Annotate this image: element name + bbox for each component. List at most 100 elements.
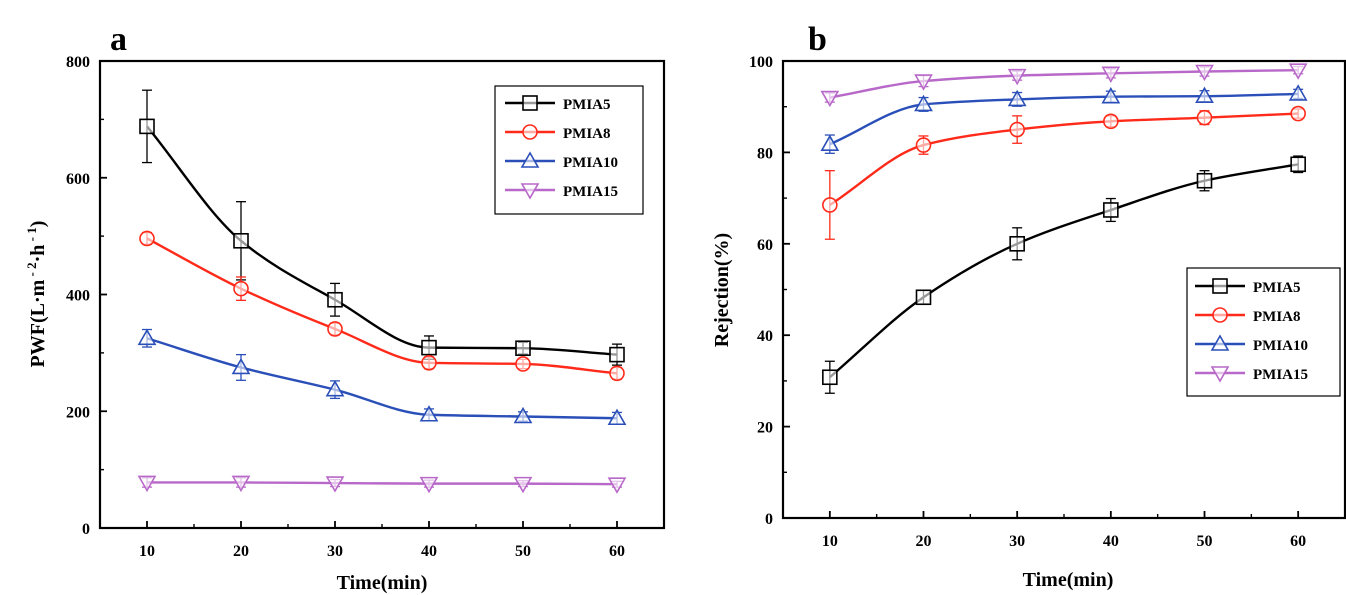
- legend-label: PMIA5: [563, 97, 611, 113]
- y-tick-label: 40: [757, 328, 773, 345]
- legend-marker: [522, 124, 538, 140]
- data-point: [231, 475, 251, 493]
- series-line: [146, 237, 618, 375]
- panel-a-letter: a: [110, 21, 127, 58]
- series-line: [829, 112, 1299, 206]
- y-tick-label: 600: [66, 171, 90, 188]
- data-point: [325, 380, 345, 397]
- data-point: [1009, 236, 1025, 252]
- x-tick-label: 20: [233, 543, 249, 560]
- x-tick-label: 30: [327, 543, 343, 560]
- data-point: [421, 354, 437, 371]
- data-point: [513, 406, 533, 424]
- data-point: [1101, 87, 1121, 104]
- series-pmia5: [139, 89, 625, 366]
- data-point: [607, 477, 627, 494]
- data-point: [1007, 68, 1027, 86]
- legend-label: PMIA8: [1253, 309, 1301, 325]
- y-tick-label: 800: [66, 54, 90, 71]
- data-point: [419, 476, 439, 494]
- series-pmia5: [822, 155, 1306, 394]
- data-point: [1195, 86, 1214, 103]
- y-tick-label: 200: [66, 404, 90, 421]
- data-point: [139, 230, 155, 247]
- legend-marker: [1210, 366, 1230, 383]
- panel-b-x-axis-title: Time(min): [1023, 569, 1114, 591]
- x-tick-label: 10: [139, 543, 155, 560]
- data-point: [325, 476, 345, 493]
- legend-label: PMIA15: [1253, 367, 1308, 383]
- series-pmia10: [820, 84, 1308, 154]
- y-tick-label: 100: [749, 54, 773, 71]
- data-point: [327, 321, 343, 337]
- x-tick-label: 50: [1197, 533, 1213, 550]
- legend-marker: [520, 151, 540, 168]
- panel-a-ylabel-sup2: - 1: [24, 227, 39, 244]
- data-point: [421, 339, 437, 356]
- data-point: [515, 340, 531, 357]
- panel-b: b 10 20 30 40 50 60 0 20 40 60 80 100 Time(min) Rej…: [711, 21, 1346, 591]
- series-line: [829, 68, 1299, 99]
- data-point: [419, 405, 439, 422]
- series-pmia10: [137, 328, 627, 426]
- data-point: [914, 94, 933, 112]
- data-point: [1103, 113, 1119, 130]
- data-point: [820, 134, 840, 151]
- data-point: [1195, 64, 1214, 82]
- y-tick-label: 400: [66, 288, 90, 305]
- panel-a-ylabel-mid: ·h: [27, 245, 49, 263]
- series-pmia8: [822, 105, 1306, 240]
- data-point: [137, 328, 157, 346]
- x-tick-label: 20: [916, 533, 932, 550]
- x-tick-label: 60: [609, 543, 625, 560]
- data-point: [1196, 109, 1213, 126]
- data-point: [915, 289, 932, 306]
- legend-marker: [1210, 334, 1230, 351]
- legend-label: PMIA5: [1253, 280, 1301, 296]
- panel-a-ylabel-base: PWF(L·m: [27, 279, 49, 367]
- panel-a-y-axis-title: PWF(L·m - 2·h - 1): [24, 221, 49, 368]
- data-point: [515, 356, 531, 372]
- data-point: [137, 475, 157, 493]
- data-point: [820, 90, 840, 108]
- legend-marker: [520, 183, 540, 200]
- y-tick-label: 0: [765, 511, 773, 528]
- legend-label: PMIA8: [563, 126, 611, 142]
- panel-b-y-axis-title: Rejection(%): [711, 233, 733, 347]
- y-tick-label: 80: [757, 145, 773, 162]
- legend-marker: [1212, 307, 1228, 323]
- legend-label: PMIA10: [563, 155, 618, 171]
- series-pmia15: [820, 63, 1308, 108]
- data-point: [607, 408, 627, 426]
- data-point: [1290, 156, 1306, 173]
- x-tick-label: 40: [421, 543, 437, 560]
- data-point: [822, 197, 838, 213]
- series-line: [829, 92, 1299, 146]
- data-point: [233, 280, 249, 297]
- y-tick-label: 60: [757, 237, 773, 254]
- legend-label: PMIA10: [1253, 338, 1308, 354]
- series-pmia15: [137, 475, 627, 494]
- data-point: [139, 118, 155, 135]
- panel-b-letter: b: [808, 21, 827, 58]
- data-point: [1288, 63, 1308, 80]
- legend-marker: [522, 95, 538, 111]
- data-point: [822, 369, 838, 386]
- x-tick-label: 30: [1009, 533, 1025, 550]
- data-point: [915, 137, 932, 153]
- data-point: [1196, 172, 1213, 189]
- legend-label: PMIA15: [563, 184, 618, 200]
- panel-a-x-axis-title: Time(min): [337, 572, 428, 594]
- data-point: [1103, 202, 1119, 218]
- data-point: [233, 232, 249, 249]
- data-point: [914, 74, 933, 91]
- legend-marker: [1212, 278, 1228, 294]
- data-point: [231, 357, 251, 375]
- series-line: [146, 337, 618, 420]
- series-line: [147, 481, 618, 486]
- data-point: [1009, 121, 1025, 138]
- panel-a-ylabel-sup1: - 2: [24, 262, 39, 279]
- x-tick-label: 10: [822, 533, 838, 550]
